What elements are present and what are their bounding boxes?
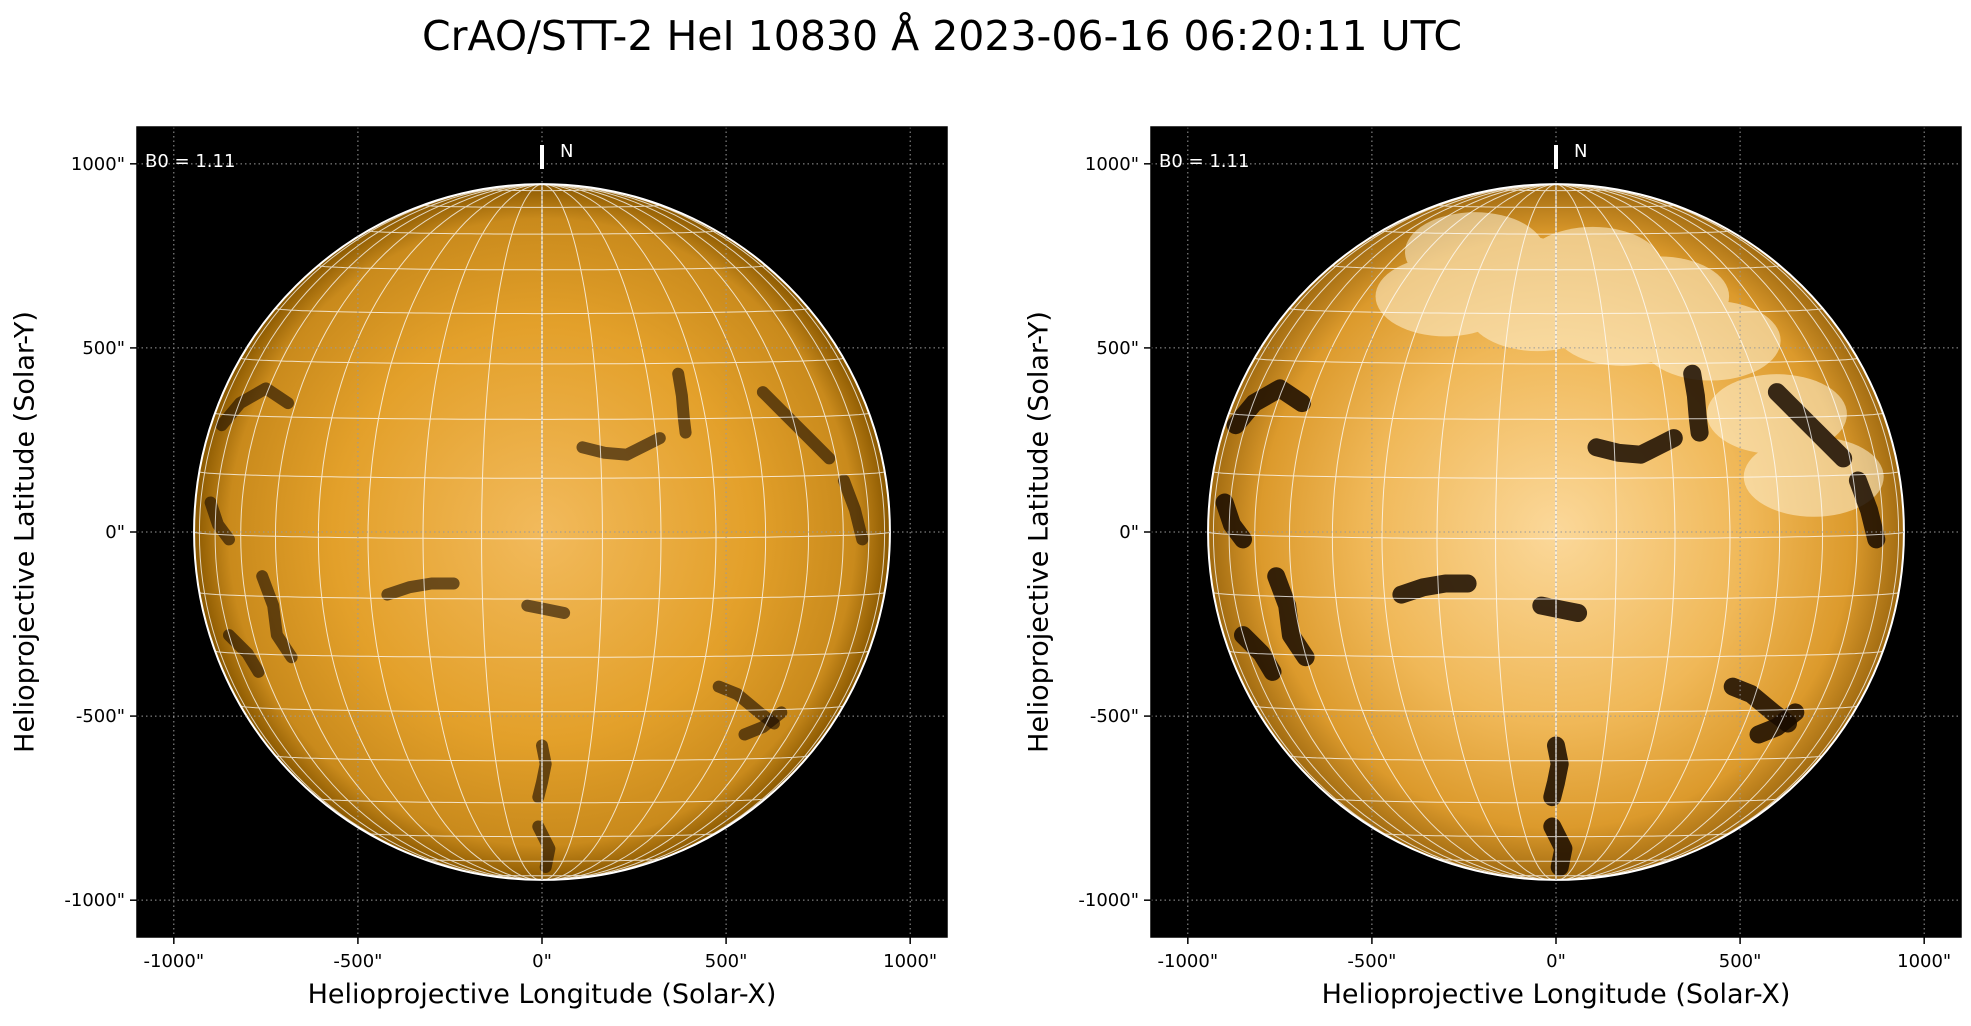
longitude-line: [1381, 183, 1557, 881]
axis-ticks: [1144, 163, 1925, 944]
longitude-line: [1555, 183, 1676, 881]
y-tick-label: 1000": [1085, 154, 1139, 175]
x-tick-label: -500": [333, 951, 382, 972]
right-map-panel: N B0 = 1.11 -1000" -1000" -500" -500" 0" 0" 500"…: [1078, 126, 1962, 972]
filament-east-limb-north: [1767, 383, 1853, 468]
tick-labels: -1000" -1000" -500" -500" 0" 0" 500" 500" 1000" 1…: [64, 154, 937, 972]
filament-southeast-lower: [1749, 703, 1805, 744]
longitude-line: [317, 183, 543, 881]
x-tick-label: -1000": [144, 951, 205, 972]
filament-south-central: [532, 739, 552, 804]
y-tick-label: -500": [1090, 706, 1139, 727]
filament-southeast-lower: [738, 706, 788, 741]
north-label: N: [560, 141, 573, 162]
longitude-line: [1555, 183, 1884, 880]
longitude-line: [1288, 183, 1557, 881]
longitude-line: [422, 183, 543, 881]
longitude-line: [541, 183, 662, 881]
longitude-line: [367, 183, 543, 881]
filament-mid-south: [1392, 574, 1477, 604]
coordinate-grid: [137, 127, 947, 937]
filament-west-limb-north: [215, 382, 294, 432]
right-y-axis-label: Helioprojective Latitude (Solar-Y): [1023, 311, 1055, 753]
left-solar-map: N B0 = 1.11 -1000" -1000" -500" -500" 0" 0" 500"…: [64, 126, 948, 972]
left-x-axis-label: Helioprojective Longitude (Solar-X): [307, 979, 777, 1010]
longitude-line: [274, 183, 543, 881]
y-tick-label: 0": [105, 522, 125, 543]
y-tick-label: 500": [82, 338, 125, 359]
longitude-line: [541, 183, 886, 878]
y-tick-label: 1000": [71, 154, 125, 175]
x-tick-label: 500": [1719, 951, 1762, 972]
left-y-axis-label: Helioprojective Latitude (Solar-Y): [9, 311, 41, 753]
filament-west-south: [256, 570, 298, 664]
longitude-line: [541, 183, 844, 880]
left-map-panel: N B0 = 1.11 -1000" -1000" -500" -500" 0" 0" 500"…: [64, 126, 948, 972]
x-tick-label: 1000": [1897, 951, 1951, 972]
longitude-line: [214, 183, 543, 880]
longitude-line: [1555, 183, 1900, 878]
x-tick-label: 500": [705, 951, 748, 972]
filament-west-limb-north: [1226, 379, 1311, 435]
right-x-axis-label: Helioprojective Longitude (Solar-X): [1321, 979, 1791, 1010]
y-tick-label: 0": [1119, 522, 1139, 543]
chart-title: CrAO/STT-2 HeI 10830 Å 2023-06-16 06:20:…: [422, 12, 1462, 60]
longitude-line: [1555, 183, 1781, 881]
longitude-line: [541, 183, 810, 881]
filament-center-north: [576, 432, 666, 461]
right-solar-map: N B0 = 1.11 -1000" -1000" -500" -500" 0" 0" 500"…: [1078, 126, 1962, 972]
longitude-line: [1254, 183, 1557, 880]
x-tick-label: 0": [532, 951, 552, 972]
bright-patch: [1405, 212, 1545, 293]
y-tick-label: 500": [1096, 338, 1139, 359]
x-tick-label: -1000": [1158, 951, 1219, 972]
longitude-line: [240, 183, 543, 880]
x-tick-label: 0": [1546, 951, 1566, 972]
y-tick-label: -1000": [64, 890, 125, 911]
longitude-line: [1555, 183, 1731, 881]
longitude-line: [1212, 183, 1557, 878]
longitude-line: [541, 183, 717, 881]
b0-label: B0 = 1.11: [145, 151, 235, 172]
filament-south-central: [1543, 736, 1569, 807]
filament-west-south: [1267, 567, 1315, 667]
filament-east-limb: [837, 474, 869, 546]
longitude-line: [1495, 183, 1557, 881]
filament-center-north: [1587, 429, 1683, 464]
longitude-line: [481, 183, 543, 881]
filament-east-limb-north: [756, 386, 836, 465]
x-tick-label: -500": [1347, 951, 1396, 972]
coordinate-grid: [1151, 127, 1961, 937]
y-tick-label: -1000": [1078, 890, 1139, 911]
filament-northeast-vertical: [672, 367, 692, 439]
longitude-line: [1228, 183, 1557, 880]
longitude-line: [541, 183, 767, 881]
filament-center-south: [1532, 596, 1588, 622]
longitude-line: [1331, 183, 1557, 881]
bright-patch: [1552, 285, 1693, 366]
b0-label: B0 = 1.11: [1159, 151, 1249, 172]
longitude-line: [1555, 183, 1617, 881]
filament-northeast-vertical: [1683, 364, 1709, 442]
longitude-line: [1555, 183, 1858, 880]
y-tick-label: -500": [76, 706, 125, 727]
x-tick-label: 1000": [883, 951, 937, 972]
tick-labels: -1000" -1000" -500" -500" 0" 0" 500" 500" 1000" 1…: [1078, 154, 1951, 972]
filament-east-limb: [1848, 471, 1886, 549]
filament-mid-south: [381, 577, 460, 601]
north-label: N: [1574, 141, 1587, 162]
longitude-line: [1436, 183, 1557, 881]
axis-ticks: [130, 163, 911, 944]
filament-center-south: [521, 599, 571, 619]
longitude-line: [541, 183, 603, 881]
longitude-line: [1555, 183, 1824, 881]
longitude-line: [198, 183, 543, 878]
heliographic-grid: [193, 183, 891, 881]
longitude-line: [541, 183, 870, 880]
